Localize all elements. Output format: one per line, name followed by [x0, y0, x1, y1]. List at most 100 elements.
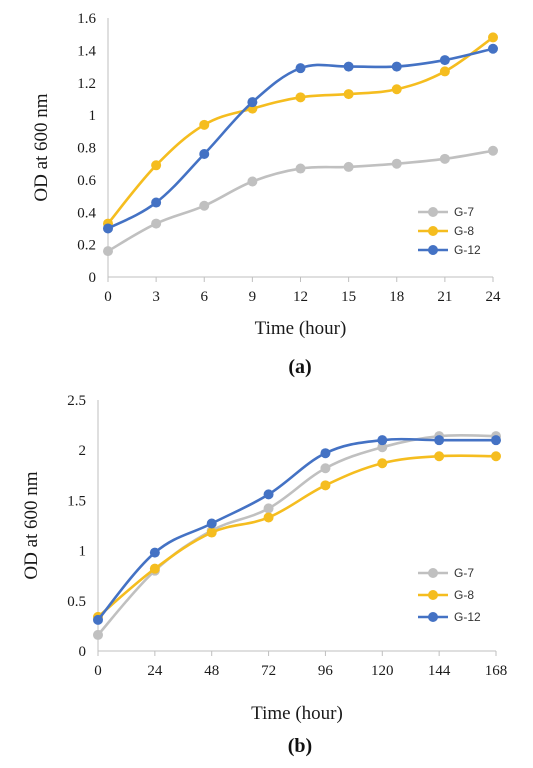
panel-a-x-axis-title: Time (hour)	[255, 318, 347, 339]
panel-b-legend-marker-g-12	[428, 612, 438, 622]
panel-a-chart: 0 3 6 9 12 15 18 21 24 0 0.2 0.4 0.6 0.8 1 1.2 1.4 1.6 Tim…	[31, 11, 501, 378]
panel-a-point-g-12	[151, 197, 162, 208]
panel-b-x-tick-label: 48	[204, 663, 219, 679]
panel-a-y-tick-label: 0.8	[77, 141, 96, 157]
panel-b-y-tick-label: 1.5	[67, 493, 86, 509]
panel-a-x-tick-label: 0	[104, 289, 112, 305]
panel-b-point-g-8	[149, 563, 160, 574]
panel-b-x-tick-label: 24	[147, 663, 163, 679]
panel-a-point-g-7	[343, 161, 354, 172]
panel-b-point-g-8	[263, 512, 274, 523]
panel-b-legend-item-g-8: G-8	[418, 588, 474, 602]
panel-a-y-tick-label: 1.4	[77, 43, 96, 59]
panel-a-point-g-8	[488, 32, 498, 43]
panel-b-point-g-12	[377, 435, 388, 446]
panel-b-legend-item-g-12: G-12	[418, 610, 481, 624]
panel-a-x-tick-label: 12	[293, 289, 308, 305]
panel-a-y-tick-label: 0	[89, 270, 97, 286]
panel-b-point-g-12	[434, 435, 445, 446]
panel-a-x-tick-label: 18	[389, 289, 404, 305]
panel-a-point-g-7	[103, 246, 113, 257]
panel-a-x-tick-label: 3	[152, 289, 160, 305]
panel-b-chart: 0 24 48 72 96 120 144 168 0 0.5 1 1.5 2 2.5 Time (hour…	[21, 393, 507, 757]
panel-b-x-tick-label: 120	[371, 663, 394, 679]
panel-b-x-tick-label: 72	[261, 663, 276, 679]
panel-a-point-g-12	[103, 223, 113, 234]
panel-a-legend-label-g-8: G-8	[454, 224, 474, 238]
panel-a-point-g-12	[199, 148, 210, 159]
panel-a-point-g-8	[295, 92, 306, 103]
panel-a-point-g-7	[488, 145, 498, 156]
panel-a-legend-item-g-8: G-8	[418, 224, 474, 238]
panel-a-point-g-12	[295, 63, 306, 74]
panel-b-point-g-8	[206, 527, 217, 538]
panel-a-y-tick-label: 0.2	[77, 238, 96, 254]
panel-a-legend-marker-g-7	[428, 207, 438, 217]
panel-b-x-tick-label: 144	[428, 663, 451, 679]
panel-a-point-g-7	[295, 163, 306, 174]
panel-a-x-tick-label: 6	[201, 289, 209, 305]
panel-b-point-g-8	[320, 480, 331, 491]
panel-b-legend-item-g-7: G-7	[418, 566, 474, 580]
panel-b-y-tick-label: 0	[79, 644, 87, 660]
panel-a-point-g-8	[439, 66, 450, 77]
panel-b-x-tick-label: 168	[485, 663, 508, 679]
panel-a-point-g-7	[199, 200, 210, 211]
panel-a-x-tick-label: 21	[437, 289, 452, 305]
panel-b-legend-label-g-7: G-7	[454, 566, 474, 580]
panel-a-point-g-7	[439, 153, 450, 164]
panel-b-point-g-8	[434, 451, 445, 462]
panel-b-label: (b)	[288, 735, 312, 757]
panel-b-y-axis-title: OD at 600 nm	[21, 471, 42, 579]
panel-a-legend-item-g-7: G-7	[418, 205, 474, 219]
panel-b-legend-label-g-8: G-8	[454, 588, 474, 602]
panel-b-point-g-12	[206, 518, 217, 529]
panel-b-point-g-7	[93, 629, 103, 640]
panel-a-y-axis-title: OD at 600 nm	[31, 93, 52, 201]
panel-b-point-g-7	[320, 463, 331, 474]
panel-a-legend-label-g-12: G-12	[454, 243, 481, 257]
panel-b-legend-marker-g-8	[428, 590, 438, 600]
panel-a-point-g-12	[488, 43, 498, 54]
panel-a-legend-marker-g-8	[428, 226, 438, 236]
panel-b-point-g-12	[149, 547, 160, 558]
panel-a-point-g-7	[391, 158, 402, 169]
panel-a-legend-marker-g-12	[428, 245, 438, 255]
panel-b-point-g-7	[377, 442, 388, 453]
panel-b-point-g-8	[491, 451, 501, 462]
panel-b-y-tick-label: 2.5	[67, 393, 86, 409]
panel-b-legend-label-g-12: G-12	[454, 610, 481, 624]
panel-a-legend-item-g-12: G-12	[418, 243, 481, 257]
panel-a-y-tick-label: 1	[89, 108, 97, 124]
panel-a-point-g-12	[439, 55, 450, 66]
panel-b-point-g-7	[263, 503, 274, 514]
panel-b-point-g-12	[320, 448, 331, 459]
panel-a-point-g-8	[151, 160, 162, 171]
panel-a-point-g-8	[343, 89, 354, 100]
panel-b-x-tick-label: 96	[318, 663, 334, 679]
panel-a-x-tick-label: 15	[341, 289, 356, 305]
panel-a-x-tick-label: 9	[249, 289, 257, 305]
panel-b-point-g-12	[93, 614, 103, 625]
panel-b-y-tick-label: 1	[79, 544, 87, 560]
panel-a-point-g-12	[343, 61, 354, 72]
panel-b-series-line-g-7	[96, 433, 498, 637]
panel-a-point-g-7	[151, 218, 162, 229]
panel-a-point-g-12	[247, 97, 258, 108]
panel-a-x-tick-label: 24	[486, 289, 502, 305]
panel-a-y-tick-label: 0.6	[77, 173, 96, 189]
panel-a-point-g-8	[391, 84, 402, 95]
panel-a-point-g-7	[247, 176, 258, 187]
panel-a-y-tick-label: 1.2	[77, 76, 96, 92]
panel-a-y-tick-label: 0.4	[77, 205, 96, 221]
panel-a-legend-label-g-7: G-7	[454, 205, 474, 219]
panel-a-label: (a)	[288, 356, 311, 378]
panel-b-point-g-12	[263, 489, 274, 500]
panel-a-point-g-8	[199, 119, 210, 130]
panel-b-point-g-8	[377, 458, 388, 469]
panel-b-x-tick-label: 0	[94, 663, 102, 679]
panel-b-y-tick-label: 0.5	[67, 594, 86, 610]
panel-b-point-g-12	[491, 435, 501, 446]
panel-a-point-g-12	[391, 61, 402, 72]
